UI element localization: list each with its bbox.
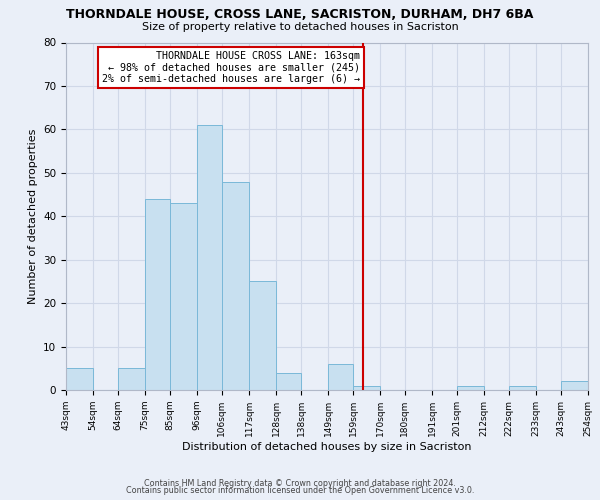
Y-axis label: Number of detached properties: Number of detached properties xyxy=(28,128,38,304)
Text: THORNDALE HOUSE, CROSS LANE, SACRISTON, DURHAM, DH7 6BA: THORNDALE HOUSE, CROSS LANE, SACRISTON, … xyxy=(67,8,533,20)
Text: THORNDALE HOUSE CROSS LANE: 163sqm
← 98% of detached houses are smaller (245)
2%: THORNDALE HOUSE CROSS LANE: 163sqm ← 98%… xyxy=(103,51,361,84)
Bar xyxy=(222,182,249,390)
Text: Contains public sector information licensed under the Open Government Licence v3: Contains public sector information licen… xyxy=(126,486,474,495)
Bar xyxy=(170,203,197,390)
Bar xyxy=(145,199,170,390)
Bar xyxy=(328,364,353,390)
Bar xyxy=(561,382,588,390)
Bar xyxy=(509,386,536,390)
Text: Contains HM Land Registry data © Crown copyright and database right 2024.: Contains HM Land Registry data © Crown c… xyxy=(144,478,456,488)
Bar xyxy=(118,368,145,390)
Bar xyxy=(276,372,301,390)
Bar xyxy=(66,368,93,390)
Bar xyxy=(457,386,484,390)
Bar xyxy=(197,125,222,390)
X-axis label: Distribution of detached houses by size in Sacriston: Distribution of detached houses by size … xyxy=(182,442,472,452)
Bar xyxy=(353,386,380,390)
Bar xyxy=(249,282,276,390)
Text: Size of property relative to detached houses in Sacriston: Size of property relative to detached ho… xyxy=(142,22,458,32)
